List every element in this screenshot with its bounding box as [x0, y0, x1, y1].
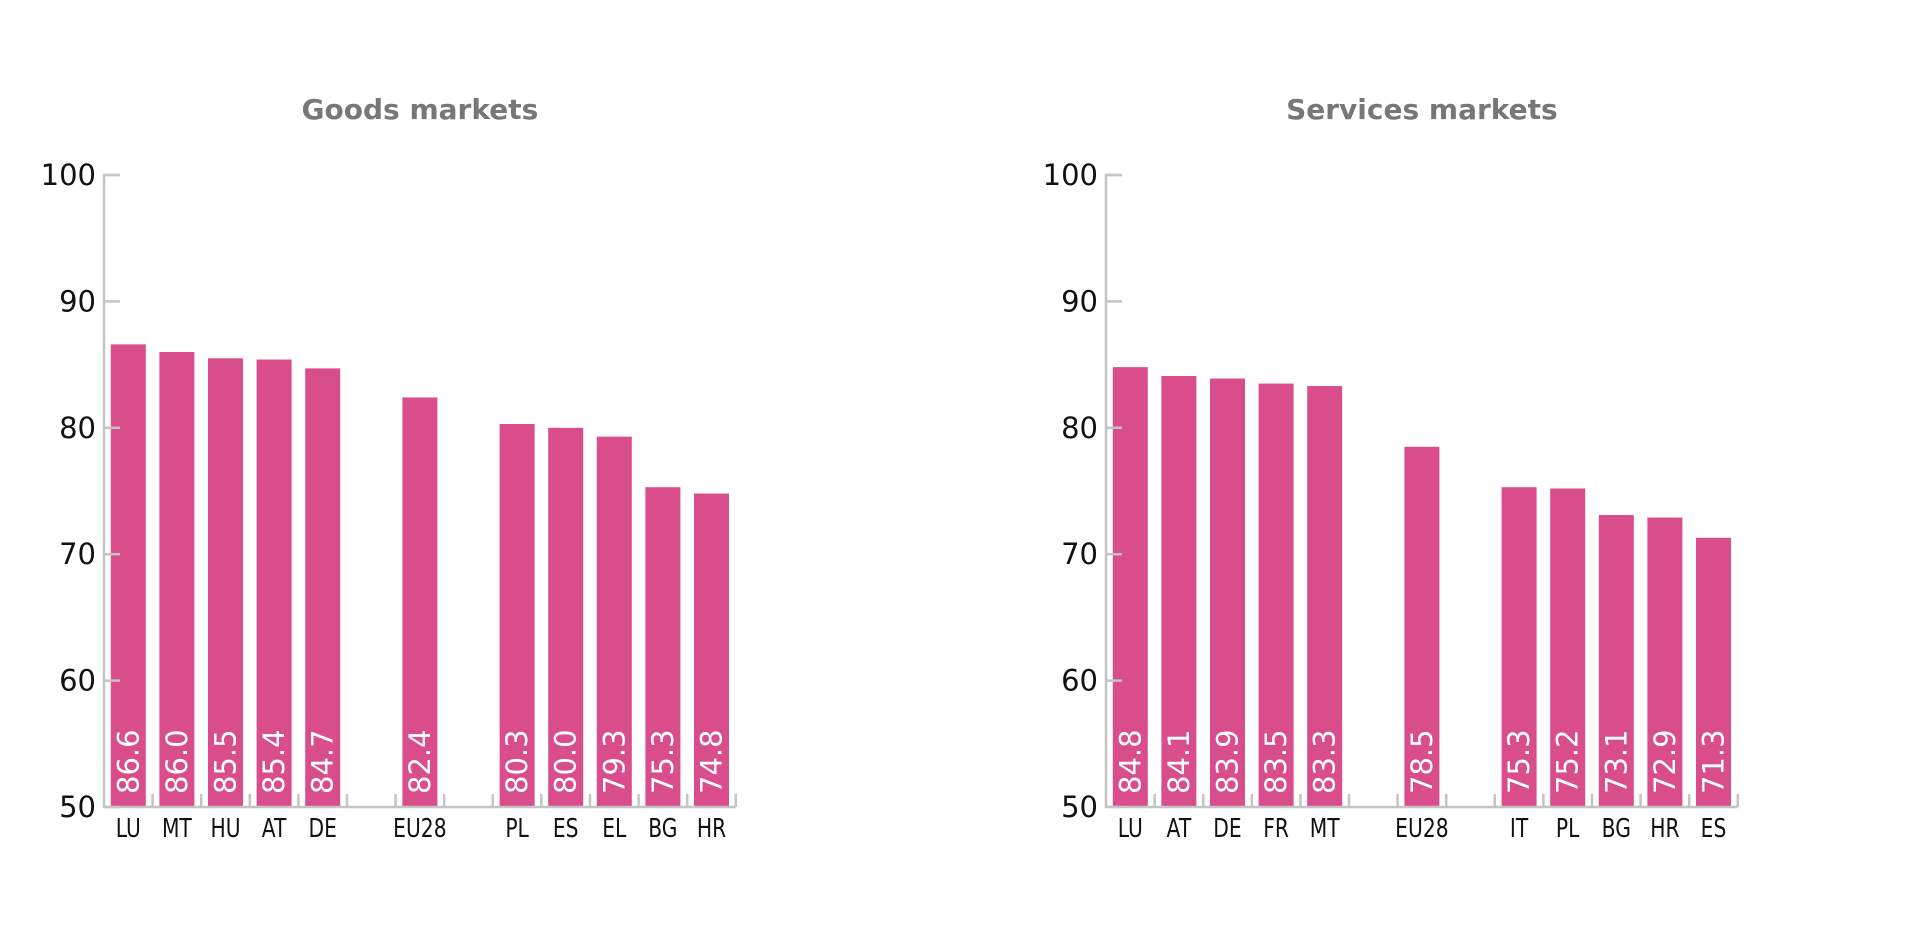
bar-eu28 — [1404, 446, 1440, 807]
bar-bg — [1598, 515, 1634, 807]
value-label: 82.4 — [403, 729, 437, 794]
services-markets-chart: Services markets 84.8 84.1 83.9 83.5 83.3 78.… — [1043, 93, 1740, 844]
bar-at — [1161, 375, 1197, 807]
x-tick-label: HU — [210, 814, 240, 844]
x-tick-label: BG — [648, 814, 677, 844]
x-tick-label: EU28 — [1395, 814, 1448, 844]
y-tick-label: 100 — [41, 158, 96, 192]
value-label: 83.9 — [1211, 729, 1245, 794]
x-tick-label: MT — [1310, 814, 1341, 844]
x-tick-label: EL — [602, 814, 626, 844]
bar-mt — [1307, 386, 1343, 807]
x-tick-label: DE — [1213, 814, 1241, 844]
y-tick-label: 50 — [1061, 790, 1098, 824]
value-label: 84.7 — [306, 729, 340, 794]
y-tick-label: 90 — [1061, 284, 1098, 318]
x-tick-label: HR — [1650, 814, 1679, 844]
bar-de — [1210, 378, 1245, 807]
axes-group: LU MT HU AT DE EU28 PL ES EL BG HR 50 60 70 80 90 100 — [41, 158, 738, 844]
value-label: 75.3 — [1502, 729, 1536, 794]
value-label: 80.0 — [549, 729, 583, 794]
value-label: 73.1 — [1599, 729, 1633, 794]
value-label: 86.6 — [111, 729, 145, 794]
y-tick-label: 70 — [1061, 537, 1098, 571]
value-label: 83.5 — [1259, 729, 1293, 794]
bar-at — [256, 359, 292, 807]
bar-eu28 — [402, 397, 438, 807]
value-label: 75.3 — [646, 729, 680, 794]
axes-group: LU AT DE FR MT EU28 IT PL BG HR ES 50 60 70 80 90 100 — [1043, 158, 1740, 844]
x-tick-label: BG — [1602, 814, 1631, 844]
y-tick-label: 90 — [59, 284, 96, 318]
value-label: 85.4 — [257, 729, 291, 794]
bar-lu — [1112, 367, 1148, 807]
bars-group: 84.8 84.1 83.9 83.5 83.3 78.5 75.3 75.2 73.1 72.9… — [1112, 367, 1731, 807]
x-tick-label: HR — [697, 814, 726, 844]
y-tick-label: 60 — [59, 664, 96, 698]
x-tick-label: LU — [116, 814, 141, 844]
bar-mt — [159, 351, 195, 807]
x-tick-label: DE — [308, 814, 336, 844]
bar-pl — [1550, 488, 1586, 807]
x-tick-label: AT — [262, 814, 287, 844]
bar-fr — [1258, 383, 1294, 807]
bar-hr — [1647, 517, 1683, 807]
bar-lu — [110, 344, 146, 807]
value-label: 78.5 — [1405, 729, 1439, 794]
bar-pl — [499, 424, 535, 807]
x-tick-label: PL — [505, 814, 529, 844]
bar-it — [1501, 487, 1537, 807]
x-tick-label: ES — [553, 814, 579, 844]
bar-hu — [208, 358, 243, 807]
goods-markets-chart: Goods markets 86.6 86.0 85.5 85.4 84.7 82.4 80… — [41, 93, 738, 844]
value-label: 83.3 — [1308, 729, 1342, 794]
x-tick-label: IT — [1510, 814, 1529, 844]
bar-de — [305, 368, 341, 807]
value-label: 79.3 — [597, 729, 631, 794]
bar-es — [548, 427, 584, 807]
value-label: 86.0 — [160, 729, 194, 794]
chart-title: Services markets — [1286, 93, 1558, 126]
bar-el — [596, 436, 632, 807]
bar-es — [1696, 537, 1731, 807]
value-label: 80.3 — [500, 729, 534, 794]
x-tick-label: AT — [1167, 814, 1192, 844]
x-tick-label: FR — [1263, 814, 1289, 844]
bars-group: 86.6 86.0 85.5 85.4 84.7 82.4 80.3 80.0 79.3 75.3… — [110, 344, 729, 807]
y-tick-label: 100 — [1043, 158, 1098, 192]
value-label: 85.5 — [209, 729, 243, 794]
value-label: 75.2 — [1551, 729, 1585, 794]
y-tick-label: 60 — [1061, 664, 1098, 698]
y-tick-label: 50 — [59, 790, 96, 824]
y-tick-label: 80 — [1061, 411, 1098, 445]
x-tick-label: EU28 — [393, 814, 446, 844]
value-label: 84.8 — [1113, 729, 1147, 794]
value-label: 72.9 — [1648, 729, 1682, 794]
bar-hr — [694, 493, 729, 807]
y-tick-label: 80 — [59, 411, 96, 445]
x-tick-label: MT — [162, 814, 193, 844]
x-tick-label: PL — [1556, 814, 1580, 844]
x-tick-label: ES — [1701, 814, 1727, 844]
chart-title: Goods markets — [302, 93, 539, 126]
value-label: 84.1 — [1162, 729, 1196, 794]
value-label: 71.3 — [1697, 729, 1731, 794]
y-tick-label: 70 — [59, 537, 96, 571]
x-tick-label: LU — [1118, 814, 1143, 844]
value-label: 74.8 — [695, 729, 729, 794]
bar-bg — [645, 487, 681, 807]
